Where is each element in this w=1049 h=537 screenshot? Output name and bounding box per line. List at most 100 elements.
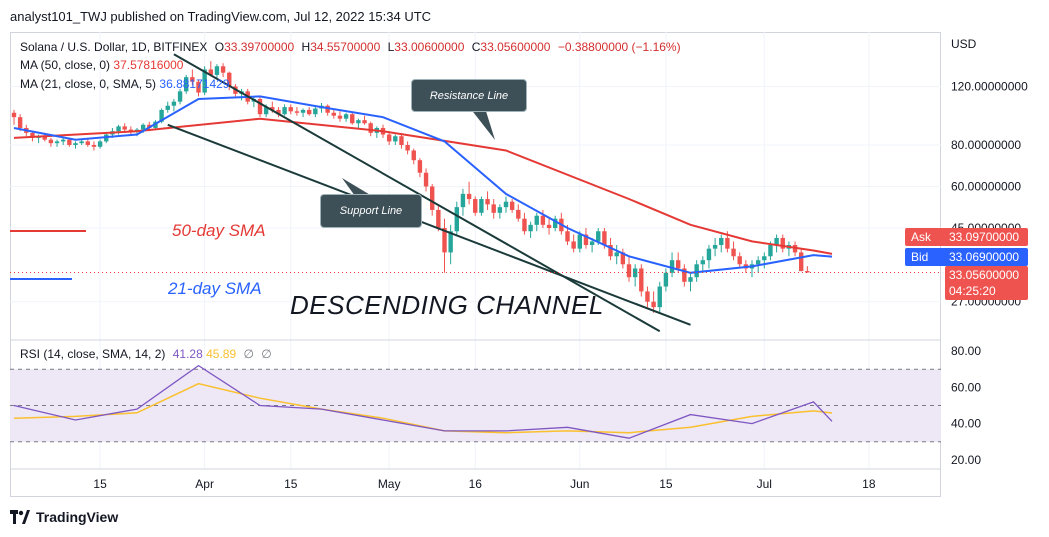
- candle[interactable]: [214, 64, 220, 79]
- candle[interactable]: [73, 141, 78, 149]
- candle[interactable]: [706, 245, 712, 269]
- candle[interactable]: [786, 241, 792, 257]
- ask-badge[interactable]: Ask 33.09700000: [905, 228, 1028, 246]
- candle[interactable]: [799, 248, 804, 272]
- candle[interactable]: [405, 141, 410, 155]
- candle[interactable]: [534, 212, 539, 232]
- candle[interactable]: [411, 148, 416, 165]
- candle[interactable]: [196, 79, 201, 97]
- candle[interactable]: [614, 245, 619, 265]
- legend-ma21-row[interactable]: MA (21, close, 0, SMA, 5) 36.88171429: [20, 77, 229, 91]
- candle[interactable]: [491, 199, 496, 219]
- candle[interactable]: [165, 101, 170, 113]
- candle[interactable]: [626, 256, 632, 282]
- candle[interactable]: [430, 184, 435, 216]
- candle[interactable]: [694, 260, 699, 282]
- support-trendline[interactable]: [167, 123, 691, 326]
- candle[interactable]: [288, 104, 293, 115]
- candle[interactable]: [805, 266, 810, 273]
- candle[interactable]: [645, 286, 650, 308]
- candle[interactable]: [313, 107, 318, 118]
- candle[interactable]: [343, 112, 349, 122]
- candle[interactable]: [97, 139, 103, 149]
- candle[interactable]: [11, 109, 17, 125]
- candle[interactable]: [220, 63, 226, 78]
- candle[interactable]: [479, 196, 484, 216]
- rsi-line[interactable]: [13, 364, 833, 439]
- candle[interactable]: [509, 199, 515, 213]
- candle[interactable]: [583, 228, 589, 249]
- candle[interactable]: [503, 196, 509, 213]
- candle[interactable]: [448, 224, 453, 265]
- candle[interactable]: [282, 104, 287, 116]
- candle[interactable]: [460, 188, 466, 216]
- candle[interactable]: [454, 201, 459, 235]
- candle[interactable]: [442, 218, 447, 273]
- candle[interactable]: [528, 221, 533, 238]
- candle[interactable]: [294, 107, 300, 116]
- symbol-name[interactable]: Solana / U.S. Dollar, 1D, BITFINEX: [20, 40, 208, 54]
- ma50-line[interactable]: [13, 117, 833, 255]
- candle[interactable]: [731, 241, 736, 261]
- candle[interactable]: [356, 118, 361, 128]
- candle[interactable]: [227, 71, 232, 91]
- candle[interactable]: [466, 181, 472, 205]
- candle[interactable]: [682, 264, 687, 287]
- candle[interactable]: [571, 234, 576, 253]
- candle[interactable]: [417, 158, 423, 178]
- candle[interactable]: [749, 260, 755, 278]
- candle[interactable]: [712, 237, 718, 257]
- candle[interactable]: [325, 104, 330, 116]
- tradingview-footer[interactable]: TradingView: [10, 509, 118, 525]
- candle[interactable]: [522, 212, 527, 235]
- candle[interactable]: [553, 215, 558, 232]
- resistance-line-callout[interactable]: Resistance Line: [411, 79, 527, 112]
- candle[interactable]: [663, 268, 669, 292]
- candle[interactable]: [208, 61, 213, 77]
- candle[interactable]: [399, 132, 404, 149]
- candle[interactable]: [300, 108, 306, 118]
- ma21-line[interactable]: [13, 95, 833, 274]
- candle[interactable]: [393, 134, 398, 145]
- resistance-trendline[interactable]: [173, 53, 661, 333]
- candle[interactable]: [780, 234, 785, 253]
- candle[interactable]: [128, 126, 134, 135]
- candle[interactable]: [762, 252, 767, 269]
- candle[interactable]: [639, 264, 644, 297]
- candle[interactable]: [350, 112, 355, 125]
- candle[interactable]: [386, 131, 392, 145]
- candle[interactable]: [516, 204, 521, 222]
- candle[interactable]: [577, 231, 582, 253]
- candle[interactable]: [473, 196, 478, 216]
- candle[interactable]: [331, 109, 336, 119]
- candle[interactable]: [632, 264, 638, 287]
- legend-rsi-row[interactable]: RSI (14, close, SMA, 14, 2) 41.28 45.89 …: [20, 347, 272, 361]
- last-price-badge[interactable]: 33.05600000 04:25:20: [945, 266, 1028, 300]
- candle[interactable]: [540, 209, 546, 229]
- candle[interactable]: [61, 137, 66, 145]
- candle[interactable]: [362, 115, 367, 125]
- candle[interactable]: [497, 204, 503, 219]
- legend-ma50-row[interactable]: MA (50, close, 0) 37.57816000: [20, 58, 183, 72]
- candle[interactable]: [79, 139, 84, 145]
- candle[interactable]: [184, 74, 189, 94]
- candle[interactable]: [620, 248, 626, 269]
- candle[interactable]: [48, 137, 54, 147]
- candle[interactable]: [122, 123, 127, 132]
- candle[interactable]: [669, 252, 675, 278]
- candle[interactable]: [171, 99, 177, 112]
- candle[interactable]: [657, 281, 662, 313]
- candle[interactable]: [651, 291, 656, 313]
- candle[interactable]: [54, 139, 60, 147]
- candle[interactable]: [485, 191, 490, 210]
- candle[interactable]: [546, 218, 552, 235]
- candle[interactable]: [91, 141, 97, 151]
- candle[interactable]: [374, 126, 380, 138]
- candle[interactable]: [423, 168, 429, 192]
- candle[interactable]: [700, 256, 705, 273]
- candle[interactable]: [737, 252, 742, 269]
- candle[interactable]: [337, 111, 343, 122]
- candle[interactable]: [276, 107, 281, 118]
- candle[interactable]: [719, 234, 724, 253]
- bid-badge[interactable]: Bid 33.06900000: [905, 248, 1028, 266]
